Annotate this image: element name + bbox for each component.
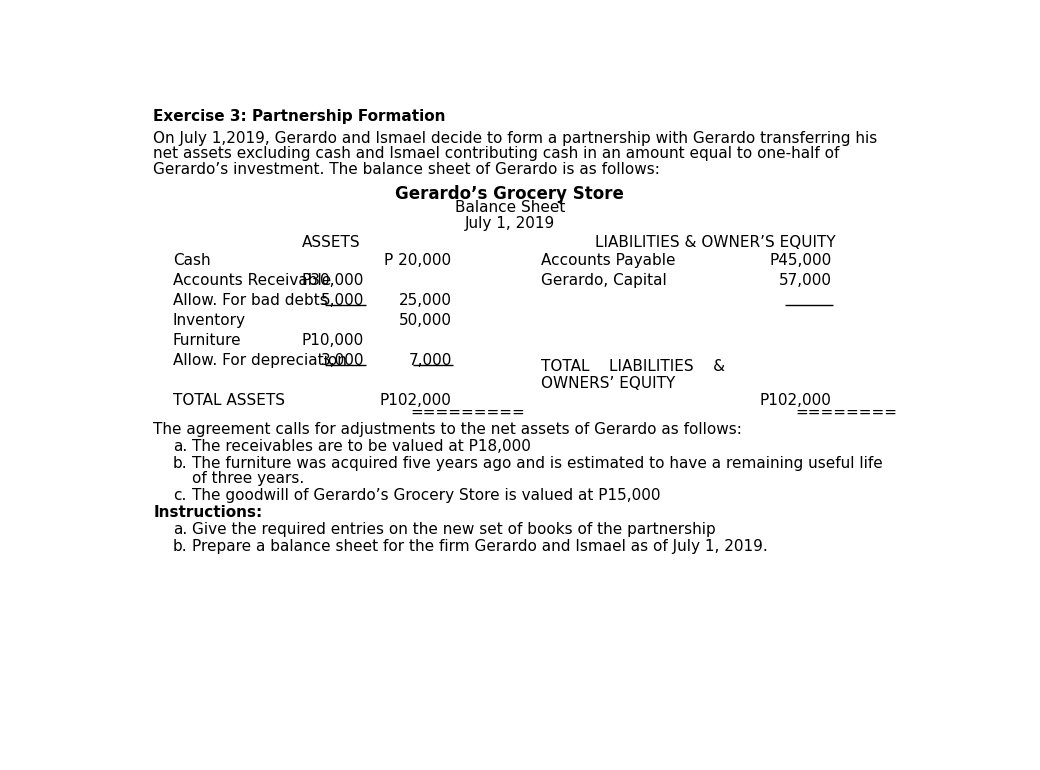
Text: ========: ========: [795, 405, 896, 420]
Text: P102,000: P102,000: [759, 393, 831, 407]
Text: 25,000: 25,000: [398, 293, 451, 307]
Text: Cash: Cash: [173, 253, 210, 267]
Text: The agreement calls for adjustments to the net assets of Gerardo as follows:: The agreement calls for adjustments to t…: [153, 422, 743, 437]
Text: of three years.: of three years.: [192, 471, 305, 486]
Text: Gerardo’s Grocery Store: Gerardo’s Grocery Store: [395, 185, 624, 203]
Text: ASSETS: ASSETS: [303, 235, 361, 249]
Text: a.: a.: [173, 439, 187, 454]
Text: The furniture was acquired five years ago and is estimated to have a remaining u: The furniture was acquired five years ag…: [192, 456, 883, 470]
Text: P10,000: P10,000: [302, 333, 364, 347]
Text: July 1, 2019: July 1, 2019: [465, 216, 555, 230]
Text: Allow. For bad debts: Allow. For bad debts: [173, 293, 328, 307]
Text: 5,000: 5,000: [320, 293, 364, 307]
Text: The receivables are to be valued at P18,000: The receivables are to be valued at P18,…: [192, 439, 530, 454]
Text: TOTAL ASSETS: TOTAL ASSETS: [173, 393, 285, 407]
Text: P102,000: P102,000: [380, 393, 451, 407]
Text: 50,000: 50,000: [398, 313, 451, 327]
Text: P 20,000: P 20,000: [385, 253, 451, 267]
Text: Exercise 3: Partnership Formation: Exercise 3: Partnership Formation: [153, 109, 446, 124]
Text: On July 1,2019, Gerardo and Ismael decide to form a partnership with Gerardo tra: On July 1,2019, Gerardo and Ismael decid…: [153, 131, 878, 146]
Text: LIABILITIES & OWNER’S EQUITY: LIABILITIES & OWNER’S EQUITY: [595, 235, 835, 249]
Text: Inventory: Inventory: [173, 313, 245, 327]
Text: OWNERS’ EQUITY: OWNERS’ EQUITY: [541, 376, 675, 390]
Text: 7,000: 7,000: [409, 353, 451, 367]
Text: P45,000: P45,000: [770, 253, 831, 267]
Text: b.: b.: [173, 456, 187, 470]
Text: net assets excluding cash and Ismael contributing cash in an amount equal to one: net assets excluding cash and Ismael con…: [153, 146, 839, 161]
Text: =========: =========: [411, 405, 525, 420]
Text: TOTAL    LIABILITIES    &: TOTAL LIABILITIES &: [541, 359, 725, 373]
Text: Allow. For depreciation: Allow. For depreciation: [173, 353, 346, 367]
Text: 3,000: 3,000: [320, 353, 364, 367]
Text: b.: b.: [173, 539, 187, 554]
Text: Prepare a balance sheet for the firm Gerardo and Ismael as of July 1, 2019.: Prepare a balance sheet for the firm Ger…: [192, 539, 768, 554]
Text: P30,000: P30,000: [302, 273, 364, 287]
Text: 57,000: 57,000: [778, 273, 831, 287]
Text: Furniture: Furniture: [173, 333, 241, 347]
Text: Gerardo’s investment. The balance sheet of Gerardo is as follows:: Gerardo’s investment. The balance sheet …: [153, 162, 660, 176]
Text: c.: c.: [173, 488, 186, 503]
Text: Accounts Receivable: Accounts Receivable: [173, 273, 331, 287]
Text: Accounts Payable: Accounts Payable: [541, 253, 675, 267]
Text: Instructions:: Instructions:: [153, 505, 262, 520]
Text: a.: a.: [173, 522, 187, 537]
Text: Balance Sheet: Balance Sheet: [454, 200, 565, 215]
Text: The goodwill of Gerardo’s Grocery Store is valued at P15,000: The goodwill of Gerardo’s Grocery Store …: [192, 488, 660, 503]
Text: Give the required entries on the new set of books of the partnership: Give the required entries on the new set…: [192, 522, 716, 537]
Text: Gerardo, Capital: Gerardo, Capital: [541, 273, 667, 287]
